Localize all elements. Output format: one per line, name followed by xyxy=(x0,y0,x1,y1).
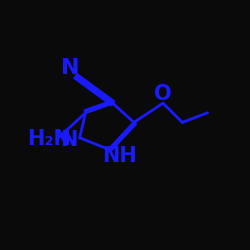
Text: O: O xyxy=(154,84,172,104)
Text: H₂N: H₂N xyxy=(27,129,71,149)
Text: N: N xyxy=(60,130,78,150)
Text: N: N xyxy=(61,58,79,78)
Text: NH: NH xyxy=(102,146,137,166)
